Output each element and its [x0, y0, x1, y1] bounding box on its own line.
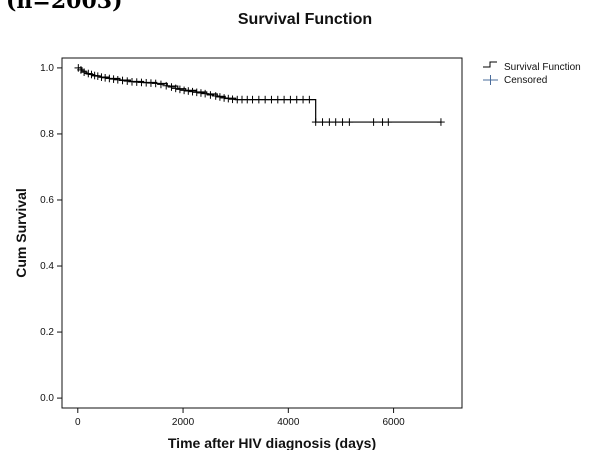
y-axis-ticks: 0.0 0.2 0.4 0.6 0.8 1.0 [40, 63, 62, 404]
censored-marker [437, 118, 445, 126]
y-tick-label: 1.0 [40, 63, 54, 74]
y-tick-label: 0.8 [40, 129, 54, 140]
censored-marker [162, 81, 171, 90]
censored-marker [113, 75, 122, 84]
censored-marker [90, 71, 99, 80]
censored-marker [201, 89, 209, 98]
y-tick-label: 0.2 [40, 327, 54, 338]
censored-marker [123, 77, 132, 85]
x-tick-label: 4000 [277, 417, 300, 428]
censored-marker [157, 80, 165, 89]
censored-marker [118, 76, 127, 85]
top-left-caption-fragment: (n=2003) [6, 0, 122, 14]
censored-legend-label: Censored [504, 75, 547, 86]
censored-marker [338, 118, 347, 126]
censored-marker [224, 94, 233, 103]
chart-title: Survival Function [238, 11, 372, 28]
censored-marker [151, 79, 160, 88]
censored-marker [211, 92, 220, 100]
censored-marker [109, 75, 118, 83]
censored-marker [97, 73, 106, 81]
plot-frame [61, 57, 463, 409]
x-tick-label: 0 [75, 417, 81, 428]
censored-marker [216, 93, 224, 101]
y-axis-title-group: Cum Survival [13, 188, 29, 277]
x-axis-title-group: Time after HIV diagnosis (days) [168, 435, 376, 450]
censored-marker [384, 118, 393, 126]
y-axis-title: Cum Survival [13, 188, 29, 277]
censored-marker [80, 68, 88, 76]
x-tick-label: 6000 [382, 417, 405, 428]
censored-marker [311, 118, 320, 126]
censored-marker [369, 118, 378, 126]
censored-marker [206, 91, 215, 99]
censored-marker [220, 94, 228, 102]
censored-marker [331, 118, 340, 126]
y-tick-label: 0.4 [40, 261, 54, 272]
survival-function-legend-label: Survival Function [504, 62, 581, 73]
censored-marker [188, 87, 197, 96]
censored-marker [192, 88, 201, 97]
y-tick-label: 0.6 [40, 195, 54, 206]
censored-marker [167, 83, 176, 91]
survival-function-legend-item: Survival Function [483, 61, 581, 73]
x-tick-label: 2000 [172, 417, 195, 428]
censored-marker [318, 118, 327, 126]
censored-marker [87, 70, 96, 79]
censored-marker [184, 87, 193, 95]
censored-marker-group [74, 64, 445, 126]
censored-marker [101, 74, 109, 82]
censored-marker [305, 95, 314, 104]
censored-marker [171, 84, 180, 93]
censored-marker [176, 85, 184, 94]
x-axis-title: Time after HIV diagnosis (days) [168, 435, 376, 450]
chart-legend: Survival Function Censored [483, 61, 581, 86]
survival-function-legend-symbol [483, 61, 497, 68]
censored-marker [93, 72, 102, 80]
y-tick-label: 0.0 [40, 393, 54, 404]
censored-marker [84, 69, 93, 78]
x-axis-ticks: 0 2000 4000 6000 [75, 408, 405, 428]
censored-marker [180, 86, 188, 95]
censored-legend-item: Censored [483, 75, 547, 86]
censored-marker [105, 74, 114, 83]
censored-marker [197, 89, 205, 97]
censored-marker [345, 118, 354, 126]
